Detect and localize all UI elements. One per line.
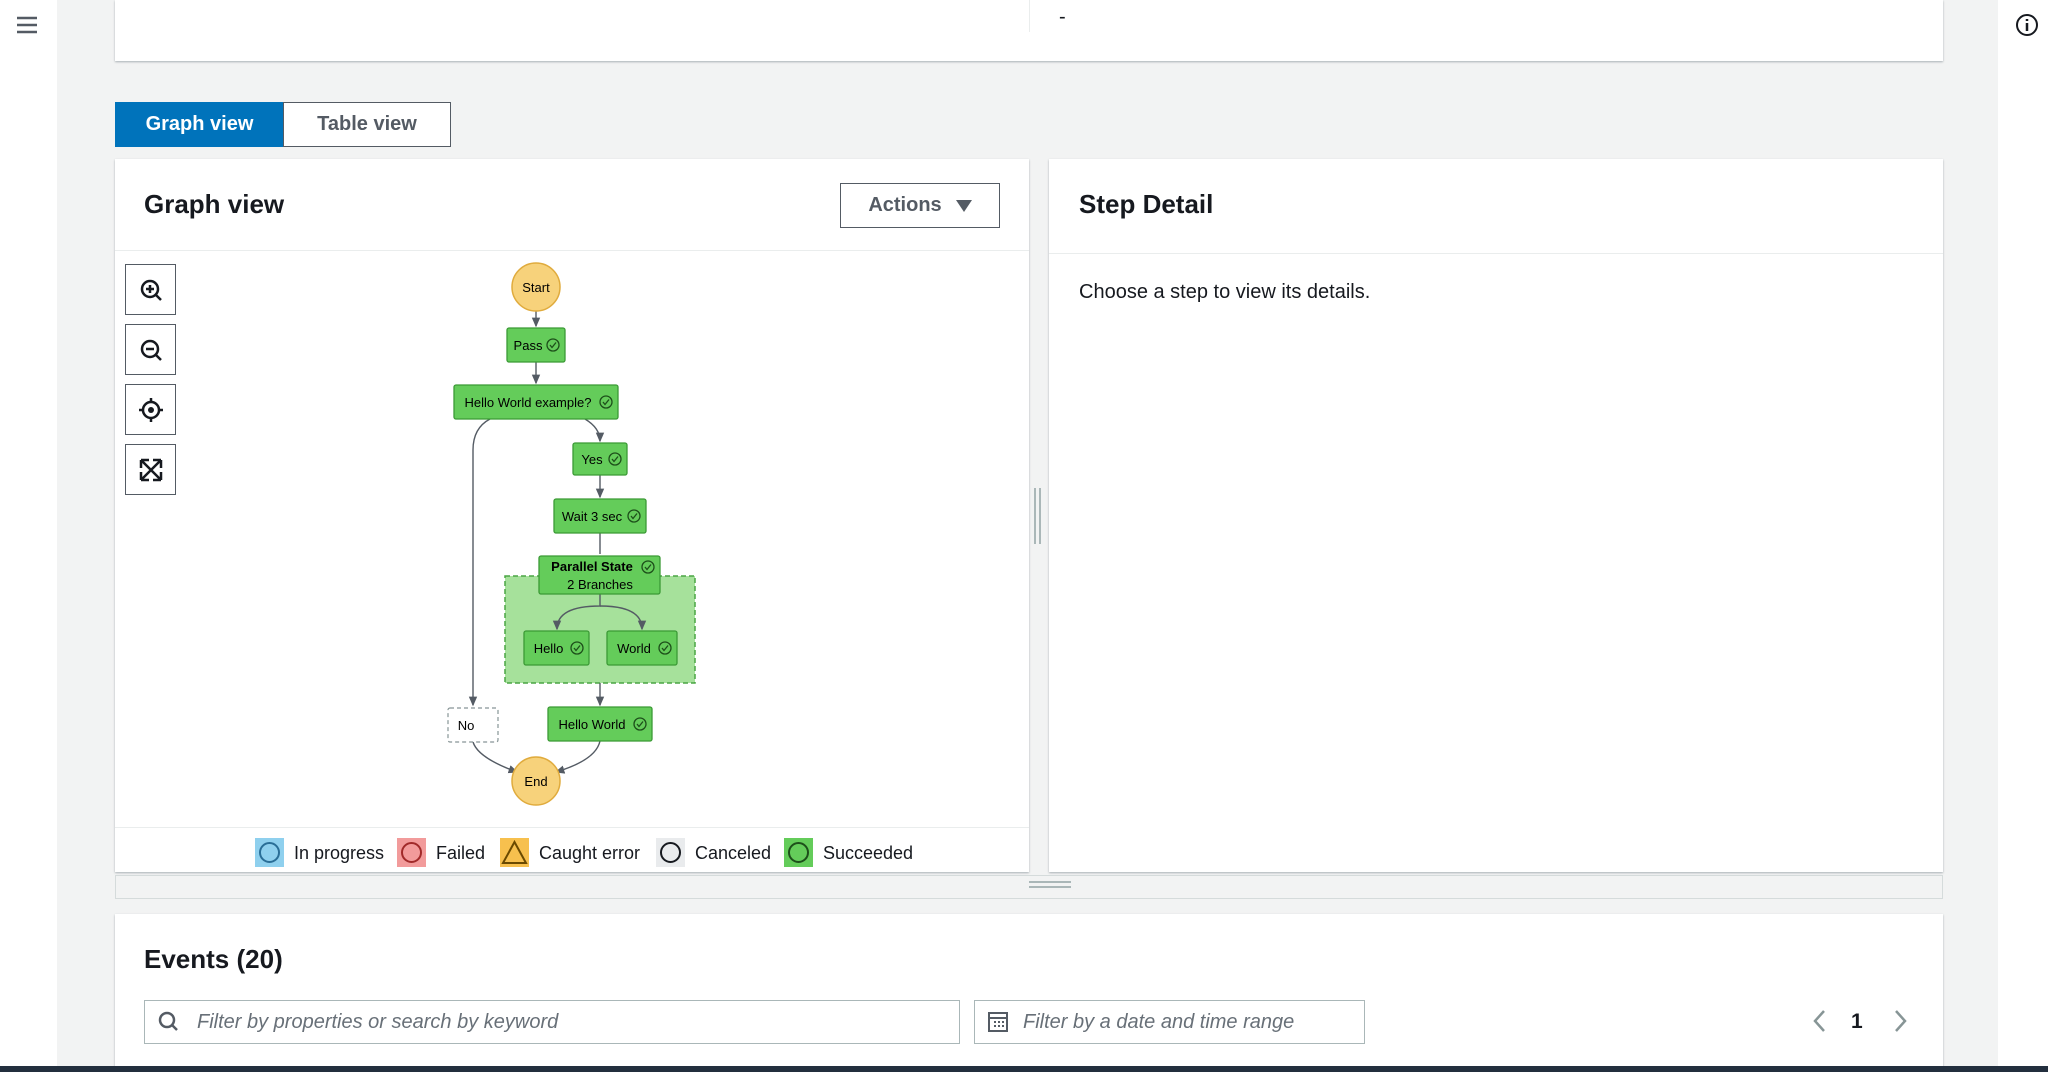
date-placeholder: Filter by a date and time range: [1023, 1010, 1295, 1033]
divider: [1029, 0, 1030, 32]
divider: [1049, 253, 1943, 254]
resize-handle[interactable]: [1029, 881, 1071, 888]
tab-table[interactable]: Table view: [283, 102, 451, 147]
summary-value: -: [1059, 6, 1066, 28]
search-icon: [158, 1011, 178, 1031]
search-input[interactable]: Filter by properties or search by keywor…: [144, 1000, 960, 1044]
left-sidebar: [0, 0, 57, 1072]
caret: [955, 199, 972, 212]
date-input[interactable]: Filter by a date and time range: [974, 1000, 1365, 1044]
zoom-in[interactable]: [125, 264, 176, 315]
right-sidebar: [1998, 0, 2048, 1072]
events-title: Events (20): [144, 944, 283, 974]
divider: [115, 827, 1029, 828]
search-placeholder: Filter by properties or search by keywor…: [197, 1010, 559, 1033]
page-number[interactable]: 1: [1851, 1010, 1863, 1033]
actions-button[interactable]: Actions: [840, 183, 1000, 228]
step-detail-title: Step Detail: [1079, 189, 1214, 219]
calendar-icon: [988, 1012, 1008, 1032]
step-detail-message: Choose a step to view its details.: [1079, 281, 1371, 303]
center[interactable]: [125, 384, 176, 435]
divider: [115, 250, 1029, 251]
menu-icon[interactable]: [16, 14, 38, 36]
graph-panel: Graph view Actions: [115, 159, 1029, 872]
tab-graph[interactable]: Graph view: [115, 102, 284, 147]
step-detail-panel: Step Detail Choose a step to view its de…: [1049, 159, 1943, 872]
splitter[interactable]: [1034, 488, 1036, 544]
bottom-bar: [0, 1066, 2048, 1072]
info-icon[interactable]: [2015, 13, 2039, 37]
fit[interactable]: [125, 444, 176, 495]
zoom-out[interactable]: [125, 324, 176, 375]
events-panel: Events (20) Filter by properties or sear…: [115, 914, 1943, 1072]
resize-bar[interactable]: [115, 875, 1943, 899]
graph-title: Graph view: [144, 189, 285, 219]
next-page[interactable]: [1892, 1009, 1908, 1033]
actions-label: Actions: [868, 194, 942, 216]
splitter[interactable]: [1039, 488, 1041, 544]
summary-panel: -: [115, 0, 1943, 61]
prev-page[interactable]: [1812, 1009, 1828, 1033]
